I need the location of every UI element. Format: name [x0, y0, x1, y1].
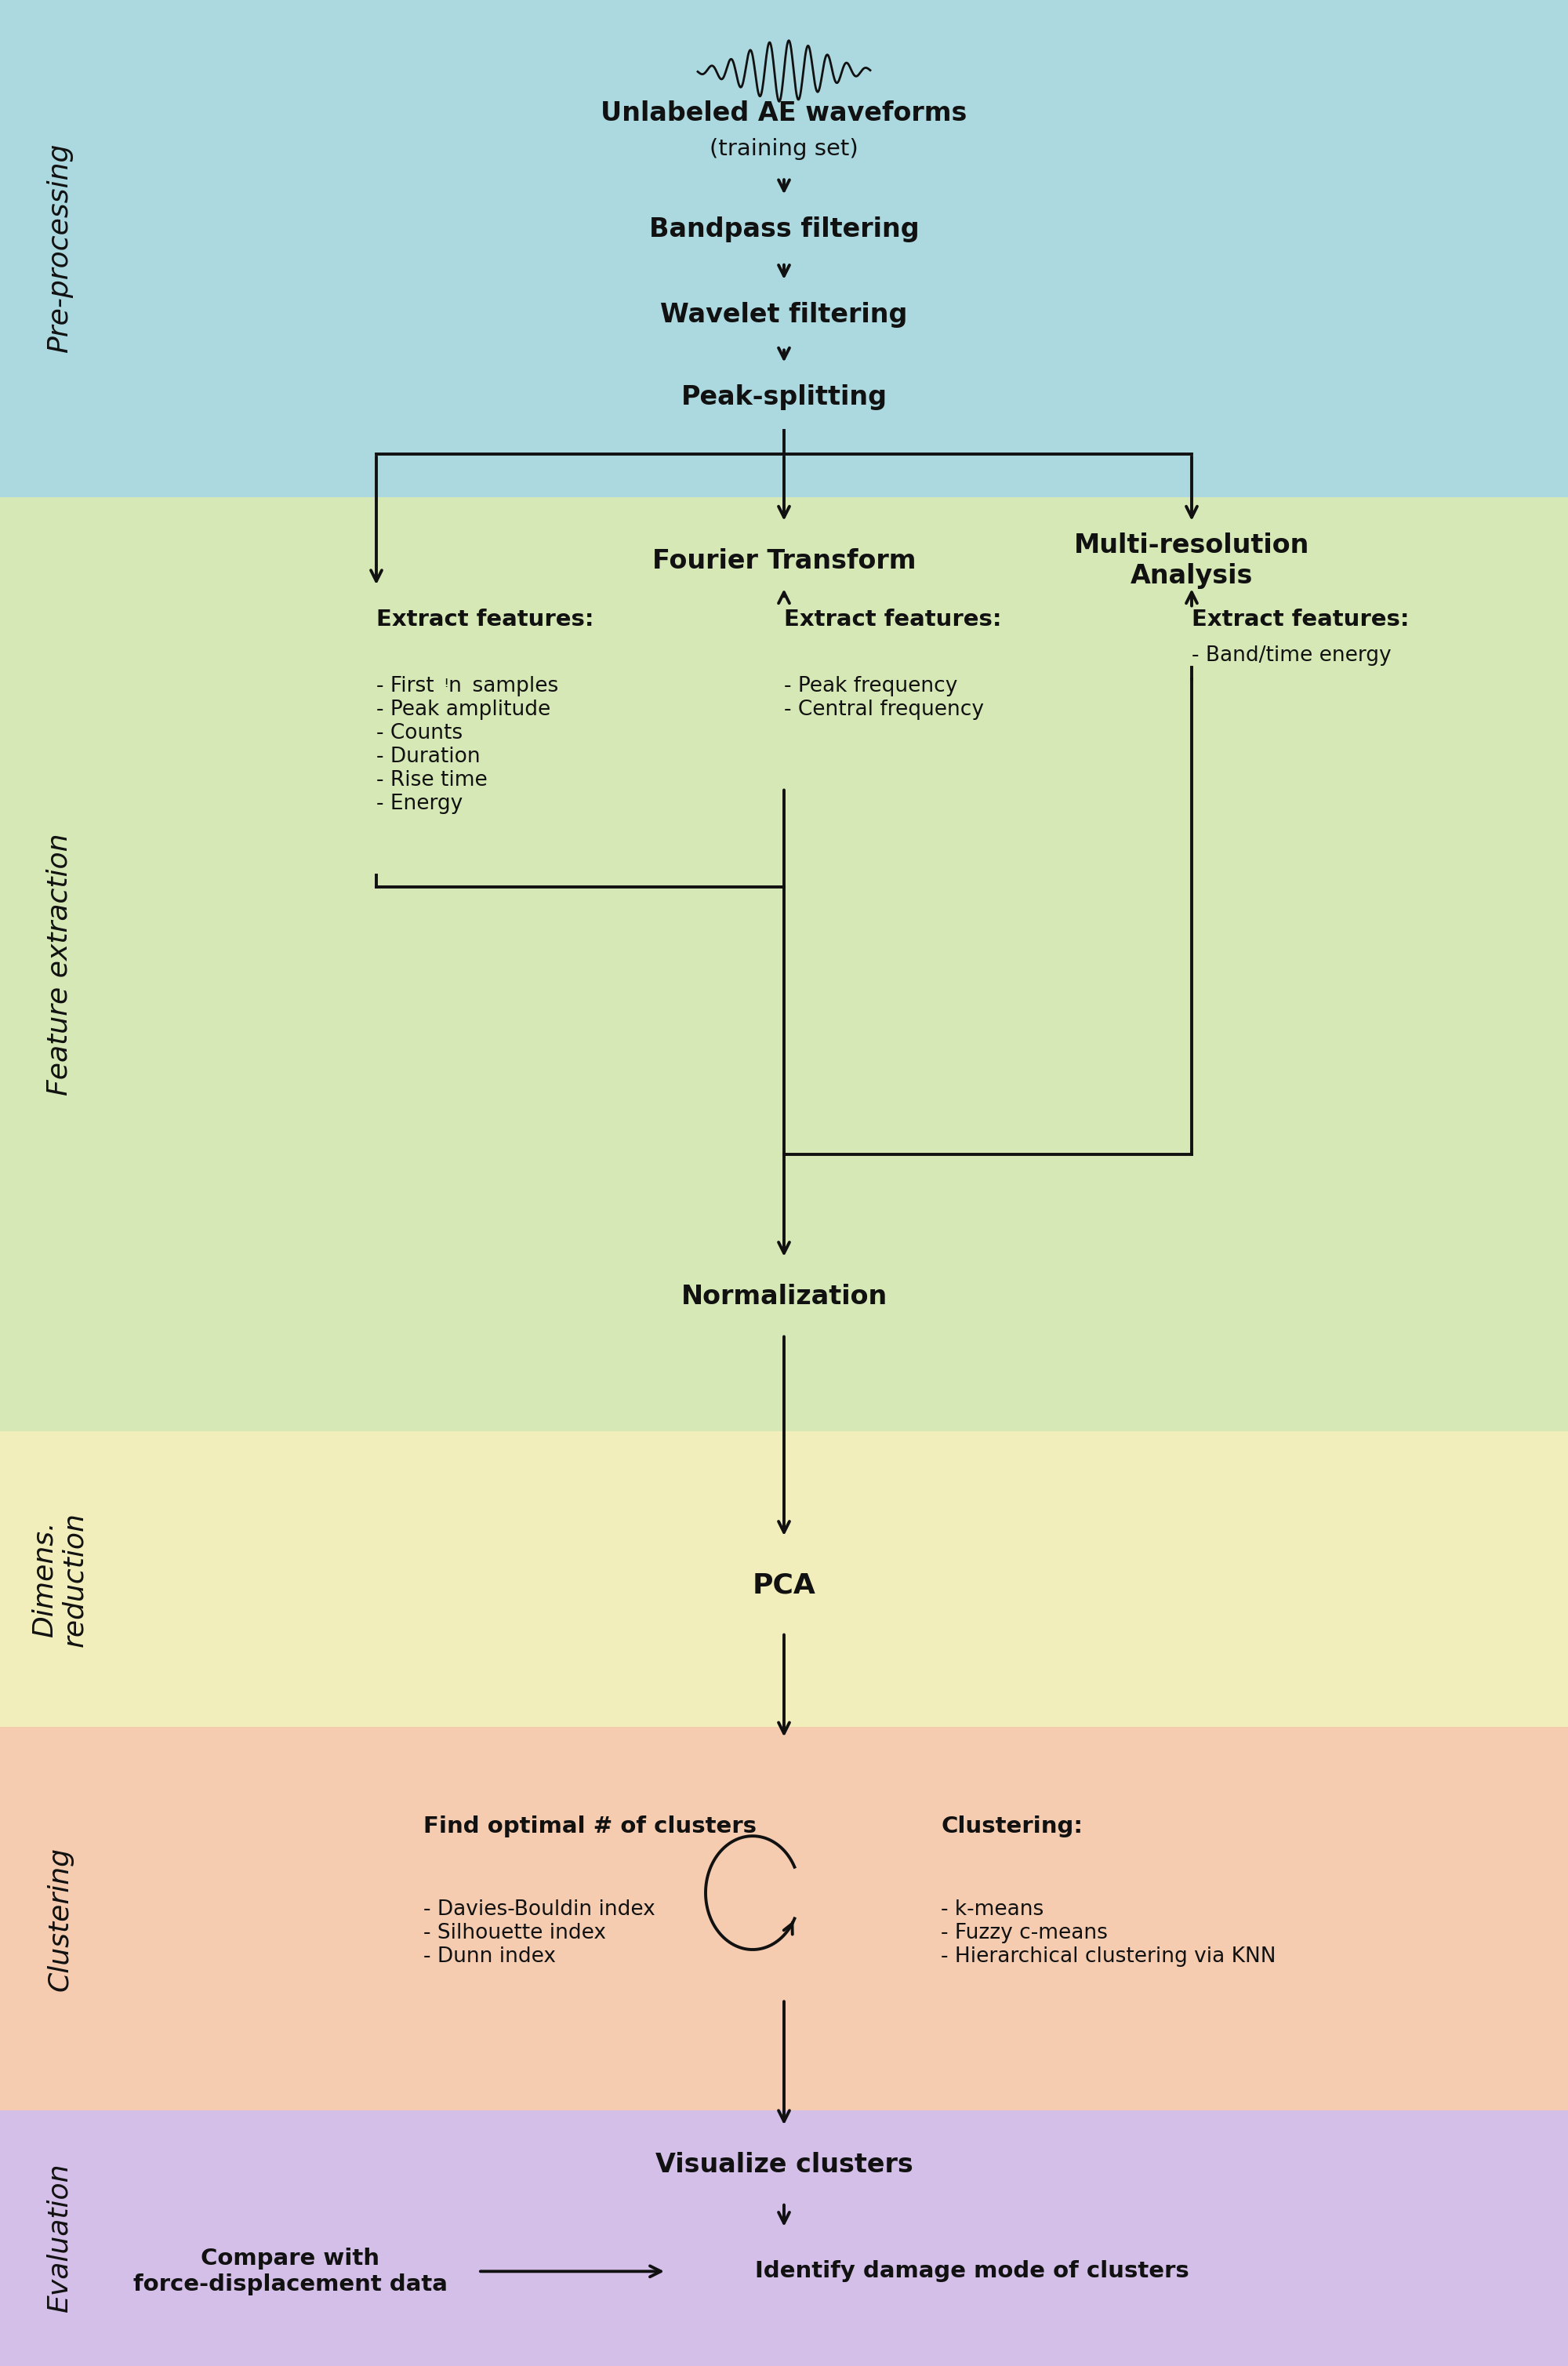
Text: Identify damage mode of clusters: Identify damage mode of clusters [756, 2260, 1189, 2283]
Text: Peak-splitting: Peak-splitting [681, 386, 887, 409]
Bar [0, 0, 1568, 497]
Text: Visualize clusters: Visualize clusters [655, 2153, 913, 2177]
Text: - Band/time energy: - Band/time energy [1192, 646, 1391, 665]
Text: Wavelet filtering: Wavelet filtering [660, 303, 908, 327]
Text: Normalization: Normalization [681, 1285, 887, 1308]
Bar [0, 497, 1568, 1431]
Bar [0, 1727, 1568, 2110]
Text: Find optimal # of clusters: Find optimal # of clusters [423, 1815, 756, 1838]
Text: (training set): (training set) [710, 137, 858, 161]
Text: Dimens.
reduction: Dimens. reduction [31, 1512, 88, 1647]
Text: - First  ᵎn  samples
- Peak amplitude
- Counts
- Duration
- Rise time
- Energy: - First ᵎn samples - Peak amplitude - Co… [376, 677, 558, 814]
Text: PCA: PCA [753, 1571, 815, 1599]
Text: Unlabeled AE waveforms: Unlabeled AE waveforms [601, 102, 967, 125]
Text: - k-means
- Fuzzy c-means
- Hierarchical clustering via KNN: - k-means - Fuzzy c-means - Hierarchical… [941, 1900, 1276, 1966]
Text: - Peak frequency
- Central frequency: - Peak frequency - Central frequency [784, 677, 985, 719]
Text: Multi-resolution
Analysis: Multi-resolution Analysis [1074, 532, 1309, 589]
Text: Fourier Transform: Fourier Transform [652, 549, 916, 573]
Text: Clustering:: Clustering: [941, 1815, 1082, 1838]
Text: Extract features:: Extract features: [784, 608, 1002, 632]
Text: - Davies-Bouldin index
- Silhouette index
- Dunn index: - Davies-Bouldin index - Silhouette inde… [423, 1900, 655, 1966]
Text: Compare with
force-displacement data: Compare with force-displacement data [133, 2248, 447, 2295]
Text: Pre-processing: Pre-processing [47, 144, 72, 353]
Text: Extract features:: Extract features: [1192, 608, 1410, 632]
Text: Extract features:: Extract features: [376, 608, 594, 632]
Text: Bandpass filtering: Bandpass filtering [649, 218, 919, 241]
Text: Clustering: Clustering [47, 1848, 72, 1990]
Text: Feature extraction: Feature extraction [45, 833, 74, 1095]
Bar [0, 2110, 1568, 2366]
Text: Evaluation: Evaluation [47, 2163, 72, 2314]
Bar [0, 1431, 1568, 1727]
